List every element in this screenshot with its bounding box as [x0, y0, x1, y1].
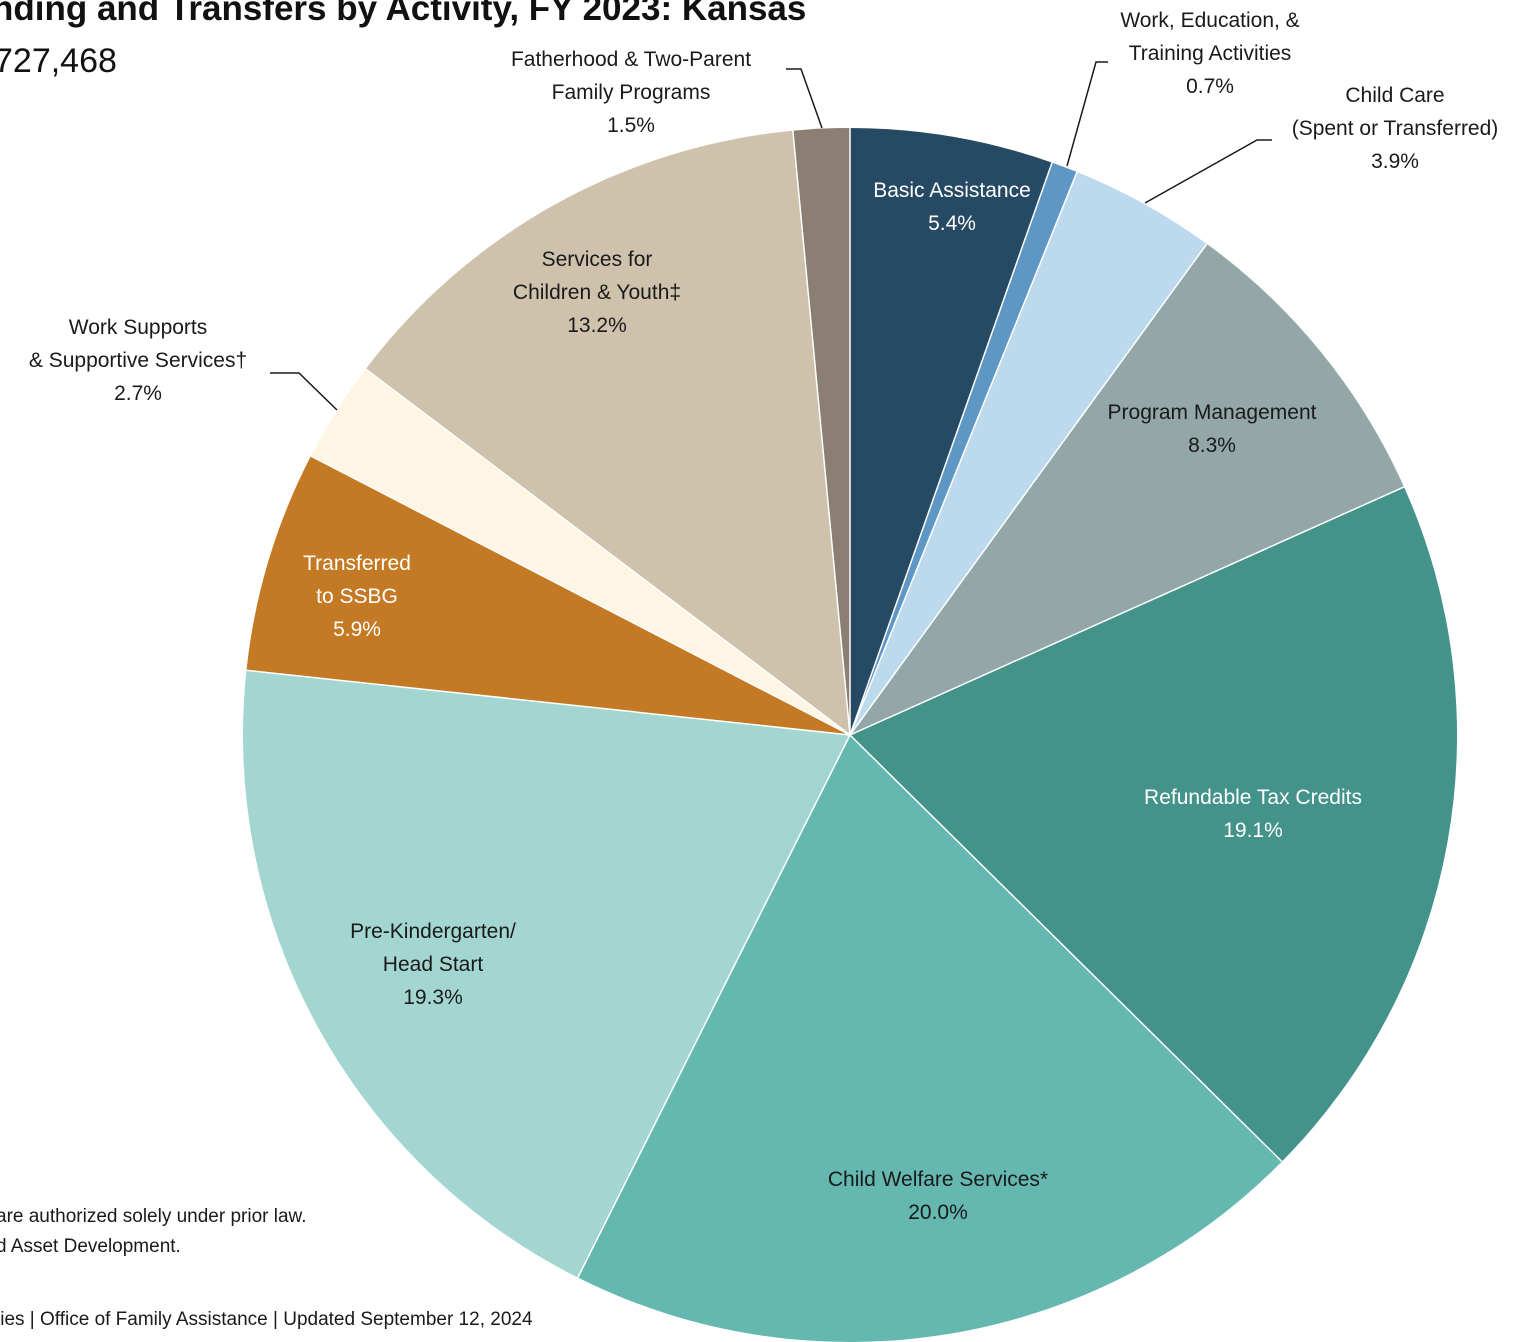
slice-border	[577, 734, 851, 1278]
slice-label: Program Management 8.3%	[1108, 401, 1317, 457]
slice-border	[849, 734, 1283, 1163]
pie-slice	[850, 172, 1207, 736]
leader-line	[786, 68, 823, 129]
label-line: Child Care	[1345, 84, 1444, 107]
label-line: (Spent or Transferred)	[1292, 117, 1499, 140]
leader-line	[1144, 139, 1272, 204]
value-label: 5.4%	[928, 212, 976, 235]
slice-border	[365, 368, 851, 736]
slice-border	[310, 455, 851, 736]
value-label: 2.7%	[114, 382, 162, 405]
slice-border	[792, 130, 851, 736]
footnote: lies | Office of Family Assistance | Upd…	[0, 1309, 533, 1330]
slice-label: Fatherhood & Two-Parent Family Programs 1.…	[511, 48, 751, 137]
slice-label: Child Welfare Services* 20.0%	[828, 1168, 1048, 1224]
label-line: Program Management	[1108, 401, 1317, 424]
value-label: 19.3%	[403, 986, 463, 1009]
label-line: Refundable Tax Credits	[1144, 786, 1362, 809]
slice-border	[246, 669, 851, 736]
pie-slice	[850, 128, 1053, 735]
slice-border	[849, 171, 1078, 736]
label-line: Basic Assistance	[873, 179, 1031, 202]
label-line: Transferred	[303, 552, 411, 575]
label-line: Child Welfare Services*	[828, 1168, 1048, 1191]
slice-border	[849, 486, 1405, 736]
slice-label: Work Supports & Supportive Services† 2.7%	[29, 316, 247, 405]
label-line: Head Start	[383, 953, 484, 976]
pie-slice	[365, 130, 850, 735]
labels: Basic Assistance 5.4% Work, Education, & Tr…	[29, 9, 1498, 1224]
pie-slice	[246, 456, 851, 735]
value-label: 19.1%	[1223, 819, 1283, 842]
value-label: 13.2%	[567, 314, 627, 337]
pie-slice	[850, 486, 1457, 1162]
label-line: to SSBG	[316, 585, 398, 608]
slice-label: Transferred to SSBG 5.9%	[303, 552, 411, 641]
slice-label: Refundable Tax Credits 19.1%	[1144, 786, 1362, 842]
slice-label: Child Care (Spent or Transferred) 3.9%	[1292, 84, 1499, 173]
pie-slice	[242, 670, 851, 1278]
slice-border	[849, 162, 1053, 736]
pie	[242, 128, 1457, 1342]
slice-label: Basic Assistance 5.4%	[873, 179, 1031, 235]
label-line: Training Activities	[1129, 42, 1292, 65]
value-label: 5.9%	[333, 618, 381, 641]
label-line: Family Programs	[552, 81, 711, 104]
leader-line	[1066, 61, 1108, 167]
value-label: 8.3%	[1188, 434, 1236, 457]
chart-title: nding and Transfers by Activity, FY 2023…	[0, 0, 806, 28]
label-line: Work, Education, &	[1120, 9, 1299, 32]
leader-line	[270, 372, 338, 411]
value-label: 20.0%	[908, 1201, 968, 1224]
label-line: Services for	[542, 248, 653, 271]
slice-border	[849, 243, 1208, 736]
pie-slice	[577, 735, 1282, 1342]
label-line: & Supportive Services†	[29, 349, 247, 372]
footnote: d Asset Development.	[0, 1236, 181, 1257]
slice-label: Work, Education, & Training Activities 0.7…	[1120, 9, 1299, 98]
pie-slice	[850, 243, 1405, 735]
footnote: are authorized solely under prior law.	[0, 1206, 307, 1227]
slice-label: Pre-Kindergarten/Head Start 19.3%	[350, 920, 516, 1009]
chart-subtitle: 727,468	[0, 42, 117, 80]
value-label: 1.5%	[607, 114, 655, 137]
pie-slice	[310, 369, 850, 735]
slice-label: Services for Children & Youth‡ 13.2%	[513, 248, 681, 337]
pie-slice	[850, 162, 1077, 736]
label-line: Work Supports	[69, 316, 208, 339]
value-label: 3.9%	[1371, 150, 1419, 173]
label-line: Fatherhood & Two-Parent	[511, 48, 751, 71]
label-line: Pre-Kindergarten/	[350, 920, 516, 943]
label-line: Children & Youth‡	[513, 281, 681, 304]
value-label: 0.7%	[1186, 75, 1234, 98]
